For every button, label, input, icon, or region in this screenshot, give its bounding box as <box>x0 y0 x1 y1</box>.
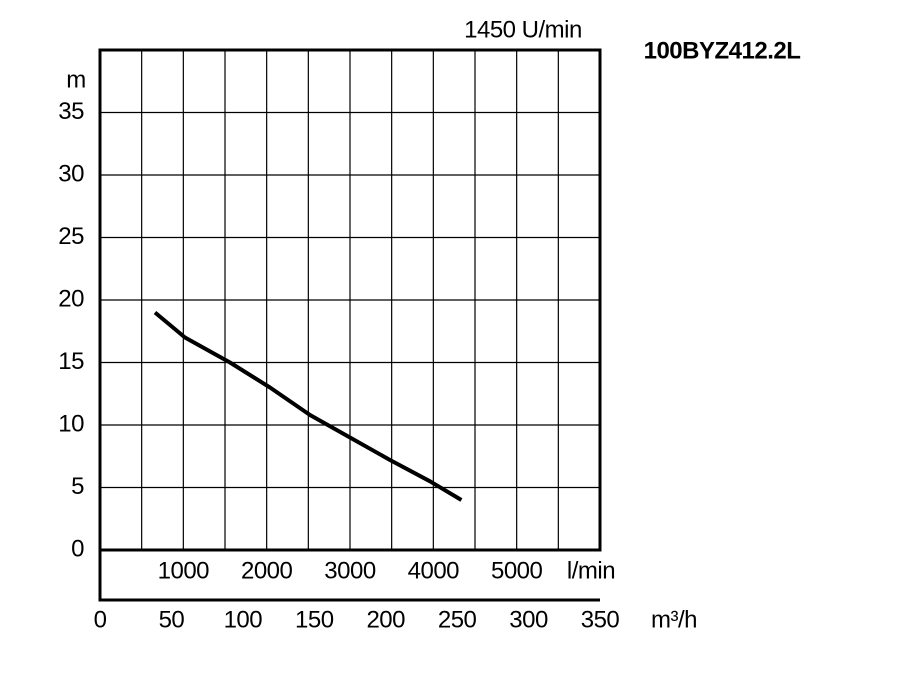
y-tick-label: 35 <box>58 98 84 125</box>
lower-band <box>98 550 600 602</box>
x-tick-label: 250 <box>438 606 477 633</box>
x-tick-label: 350 <box>581 606 620 633</box>
y-tick-label: 0 <box>71 535 84 562</box>
curve <box>153 310 463 502</box>
x2-axis-label: l/min <box>567 557 615 584</box>
x-tick-label: 50 <box>159 606 185 633</box>
chart-title: 100BYZ412.2L <box>644 37 801 64</box>
x2-tick-label: 3000 <box>324 557 376 584</box>
x-tick-label: 150 <box>295 606 334 633</box>
x2-tick-label: 4000 <box>408 557 460 584</box>
y-tick-label: 10 <box>58 410 84 437</box>
x-axis-label: m³/h <box>651 606 697 633</box>
x2-tick-label: 1000 <box>158 557 210 584</box>
x-tick-label: 100 <box>224 606 263 633</box>
x-tick-label: 300 <box>509 606 548 633</box>
speed-label: 1450 U/min <box>464 16 582 43</box>
plot-frame <box>98 48 602 552</box>
x-tick-label: 200 <box>366 606 405 633</box>
x-tick-label: 0 <box>94 606 107 633</box>
y-tick-label: 5 <box>71 473 84 500</box>
x2-tick-label: 5000 <box>491 557 543 584</box>
y-tick-label: 15 <box>58 348 84 375</box>
y-tick-label: 30 <box>58 160 84 187</box>
y-axis-label: m <box>66 66 86 93</box>
y-tick-label: 20 <box>58 285 84 312</box>
x2-tick-label: 2000 <box>241 557 293 584</box>
y-tick-label: 25 <box>58 223 84 250</box>
